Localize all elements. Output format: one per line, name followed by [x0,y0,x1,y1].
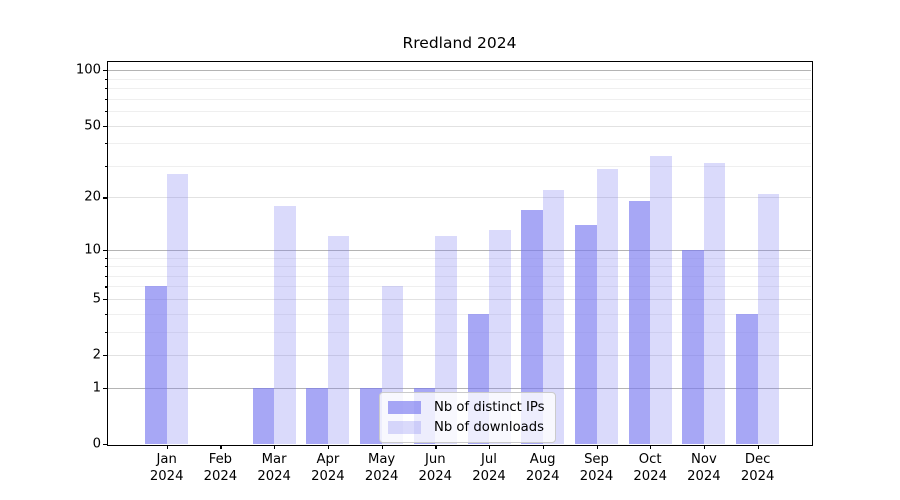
y-tick-label-0: 0 [92,436,101,452]
gridline-y-1 [108,387,811,389]
gridline-y-90 [108,78,811,80]
legend-row-1: Nb of downloads [388,420,545,435]
x-tick-label-oct: Oct 2024 [633,452,667,484]
legend-label-0: Nb of distinct IPs [434,400,545,415]
y-tick-label-2: 2 [92,347,101,363]
legend: Nb of distinct IPs Nb of downloads [379,392,556,443]
x-tick-mark-sep [596,445,598,449]
x-tick-mark-dec [757,445,759,449]
y-minor-tick-mark-40 [105,143,108,145]
gridline-y-6 [108,286,811,288]
y-minor-tick-mark-3 [105,331,108,333]
gridline-y-2 [108,355,811,356]
gridline-y-7 [108,275,811,277]
y-tick-mark-100 [103,70,108,72]
x-tick-label-jul: Jul 2024 [472,452,506,484]
bar-ips-mar [252,387,275,444]
gridline-y-50 [108,125,811,127]
bar-downloads-jan [166,174,189,444]
plot-area: Nb of distinct IPs Nb of downloads [106,60,813,446]
gridline-y-20 [108,197,811,199]
bar-downloads-dec [757,193,780,444]
y-tick-label-1: 1 [92,380,101,396]
y-minor-tick-mark-30 [105,165,108,168]
x-tick-label-apr: Apr 2024 [311,452,345,484]
gridline-y-30 [108,165,811,167]
gridline-y-5 [108,298,811,300]
bar-downloads-jul [489,230,511,444]
y-tick-label-100: 100 [75,62,101,78]
y-minor-tick-mark-70 [105,98,108,100]
bar-downloads-nov [703,163,726,444]
gridline-y-100 [108,70,811,72]
bar-ips-aug [521,209,543,444]
y-minor-tick-mark-80 [105,88,108,90]
x-tick-mark-may [381,445,383,449]
x-tick-mark-aug [542,445,544,449]
y-minor-tick-mark-4 [105,313,108,315]
bar-ips-sep [575,224,597,444]
y-tick-mark-0 [103,444,108,446]
x-tick-mark-jun [435,445,437,449]
y-minor-tick-mark-9 [105,257,108,259]
gridline-y-8 [108,266,811,267]
x-tick-label-feb: Feb 2024 [203,452,238,484]
legend-swatch-0 [388,401,421,414]
x-tick-label-may: May 2024 [364,452,399,484]
bar-downloads-aug [542,190,565,444]
y-tick-mark-50 [103,125,108,127]
y-minor-tick-mark-90 [105,78,108,80]
gridline-y-70 [108,98,811,100]
gridline-y-3 [108,331,811,333]
x-tick-mark-apr [327,445,330,449]
chart-title: Rredland 2024 [402,34,517,52]
x-tick-mark-jul [489,445,491,449]
x-tick-label-aug: Aug 2024 [525,452,560,484]
x-tick-mark-mar [274,445,276,449]
y-tick-mark-10 [103,249,108,252]
y-minor-tick-mark-8 [105,266,108,268]
y-tick-label-5: 5 [92,291,101,307]
gridline-y-60 [108,111,811,112]
legend-row-0: Nb of distinct IPs [388,400,545,415]
x-tick-mark-feb [220,445,222,449]
y-tick-label-50: 50 [84,118,101,133]
x-tick-mark-nov [703,445,706,449]
bar-downloads-oct [650,156,672,444]
x-tick-label-dec: Dec 2024 [740,452,775,484]
gridline-y-80 [108,88,811,90]
bar-downloads-mar [274,205,296,444]
gridline-y-9 [108,257,811,259]
x-tick-mark-oct [650,445,652,449]
x-tick-label-sep: Sep 2024 [579,452,614,484]
x-tick-label-jan: Jan 2024 [149,452,184,484]
x-tick-mark-jan [166,445,168,449]
y-tick-label-20: 20 [84,189,101,205]
bar-downloads-apr [327,236,350,444]
gridline-y-10 [108,249,811,251]
y-minor-tick-mark-6 [105,286,108,288]
bar-ips-apr [306,387,328,444]
y-minor-tick-mark-7 [105,275,108,277]
bar-ips-dec [736,313,758,444]
y-tick-mark-2 [103,355,108,357]
y-tick-mark-5 [103,298,108,301]
y-tick-mark-20 [103,197,108,199]
bar-downloads-sep [596,168,618,444]
legend-label-1: Nb of downloads [434,420,544,435]
legend-swatch-1 [388,421,421,434]
x-tick-label-nov: Nov 2024 [687,452,721,484]
bar-ips-may [360,387,382,444]
gridline-y-40 [108,143,811,145]
bar-ips-jan [145,286,167,444]
x-tick-label-jun: Jun 2024 [418,452,453,484]
y-minor-tick-mark-60 [105,111,108,113]
gridline-y-4 [108,313,811,315]
y-tick-label-10: 10 [84,242,101,258]
bar-ips-oct [628,201,651,444]
x-tick-label-mar: Mar 2024 [257,452,291,484]
bar-ips-nov [682,249,704,444]
y-tick-mark-1 [103,387,108,390]
